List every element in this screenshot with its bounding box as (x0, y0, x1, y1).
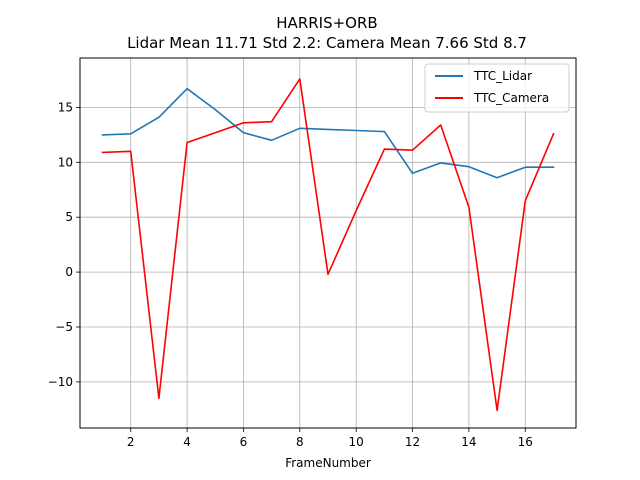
y-tick-label: 15 (58, 100, 73, 114)
plot-frame (79, 57, 577, 429)
chart-title: HARRIS+ORB (276, 14, 377, 32)
series-group (101, 78, 555, 412)
legend-label-ttc-lidar: TTC_Lidar (473, 69, 532, 83)
y-tick-label: −10 (48, 375, 73, 389)
y-tick-label: 0 (65, 265, 73, 279)
series-line-ttc-camera (101, 78, 555, 412)
y-tick-label: 10 (58, 155, 73, 169)
legend: TTC_Lidar TTC_Camera (424, 63, 570, 113)
legend-label-ttc-camera: TTC_Camera (473, 91, 549, 105)
series-line-ttc-lidar (101, 87, 555, 179)
y-axis: −10 −5 0 5 10 15 (48, 100, 80, 389)
chart-subtitle: Lidar Mean 11.71 Std 2.2: Camera Mean 7.… (127, 34, 527, 52)
x-tick-label: 10 (349, 435, 364, 449)
x-tick-label: 8 (296, 435, 304, 449)
x-axis-label: FrameNumber (285, 456, 371, 470)
x-tick-label: 6 (240, 435, 248, 449)
x-tick-label: 14 (461, 435, 476, 449)
x-tick-label: 2 (127, 435, 135, 449)
y-tick-label: 5 (65, 210, 73, 224)
x-tick-label: 4 (183, 435, 191, 449)
y-tick-label: −5 (55, 320, 73, 334)
x-tick-label: 12 (405, 435, 420, 449)
x-tick-label: 16 (518, 435, 533, 449)
x-axis: 2 4 6 8 10 12 14 16 (127, 428, 533, 449)
